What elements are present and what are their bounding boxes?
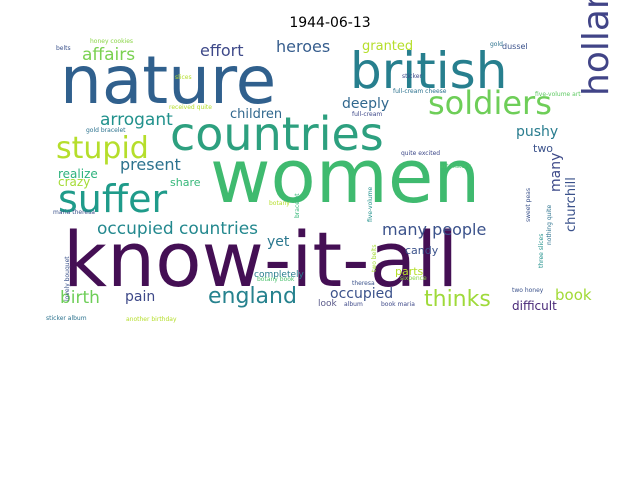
word-affairs: affairs [82,45,135,65]
word-countries: countries [170,107,384,161]
word-received-quite: received quite [169,104,212,111]
word-suffer: suffer [58,177,167,221]
word-realize: realize [58,167,98,181]
word-sticker-album: sticker album [46,315,87,322]
word-difficult: difficult [512,299,557,313]
word-five-volume: five-volume [367,186,374,222]
word-sticker: sticker [402,73,422,80]
word-present: present [120,155,181,174]
word-full-cream-cheese: full-cream cheese [393,88,447,95]
word-british: british [350,42,507,100]
word-deeply: deeply [342,96,389,112]
word-heroes: heroes [276,37,330,56]
word-full-cream: full-cream [352,111,382,118]
word-women: women [210,134,480,220]
word-churchill: churchill [564,177,579,232]
word-quite-excited: quite excited [401,150,440,157]
word-occupied-countries: occupied countries [97,219,258,239]
word-pain: pain [125,289,155,305]
word-children: children [230,107,282,122]
word-yet: yet [267,234,290,250]
word-stupid: stupid [56,131,149,166]
word-book-maria: book maria [381,301,415,308]
word-parts: parts [395,265,424,278]
word-botany-book: botany book [257,276,295,283]
chart-title: 1944-06-13 [289,15,370,31]
word-holland: holland [576,0,617,96]
word-soldiers: soldiers [428,84,552,122]
word-pushy: pushy [516,124,558,140]
word-art-history: art history [440,163,471,170]
word-dussel: dussel [502,42,528,51]
word-share: share [170,176,201,189]
word-gold: gold [490,41,503,48]
word-sixpence: sixpence [400,275,427,282]
word-candy: candy [405,244,439,257]
word-thinks: thinks [424,287,491,312]
word-arrogant: arrogant [100,110,173,130]
word-sweet-peas: sweet peas [525,188,532,222]
word-occupied: occupied [330,286,393,302]
word-england: england [208,284,297,309]
word-completely: completely [254,270,305,280]
word-two-belts: two belts [371,245,378,272]
word-birth: birth [60,288,100,308]
word-five-volume-art: five-volume art [535,91,581,98]
word-effort: effort [200,41,244,60]
word-bracelet: bracelet [294,193,301,218]
word-many: many [548,153,564,192]
word-belts: belts [56,45,71,52]
word-lovely-bouquet: lovely bouquet [64,256,71,301]
word-many-people: many people [382,220,486,239]
word-nothing-quite: nothing quite [546,205,553,245]
word-gold-bracelet: gold bracelet [86,127,126,134]
word-nature: nature [60,42,276,119]
word-two: two [533,142,553,155]
word-botany: botany [269,200,290,207]
word-book: book [555,286,592,304]
word-three-slices: three slices [538,234,545,268]
word-theresa: theresa [352,280,375,287]
word-look: look [318,299,338,309]
word-honey-cookies: honey cookies [90,38,133,45]
word-two-honey: two honey [512,287,544,294]
word-another-birthday: another birthday [126,316,177,323]
word-maria-theresa: maria theresa [53,209,95,216]
word-know-it-all: know-it-all [63,215,458,304]
word-album: album [344,301,363,308]
word-crazy: crazy [58,175,90,189]
word-granted: granted [362,39,413,54]
word-slices: slices [175,74,192,81]
